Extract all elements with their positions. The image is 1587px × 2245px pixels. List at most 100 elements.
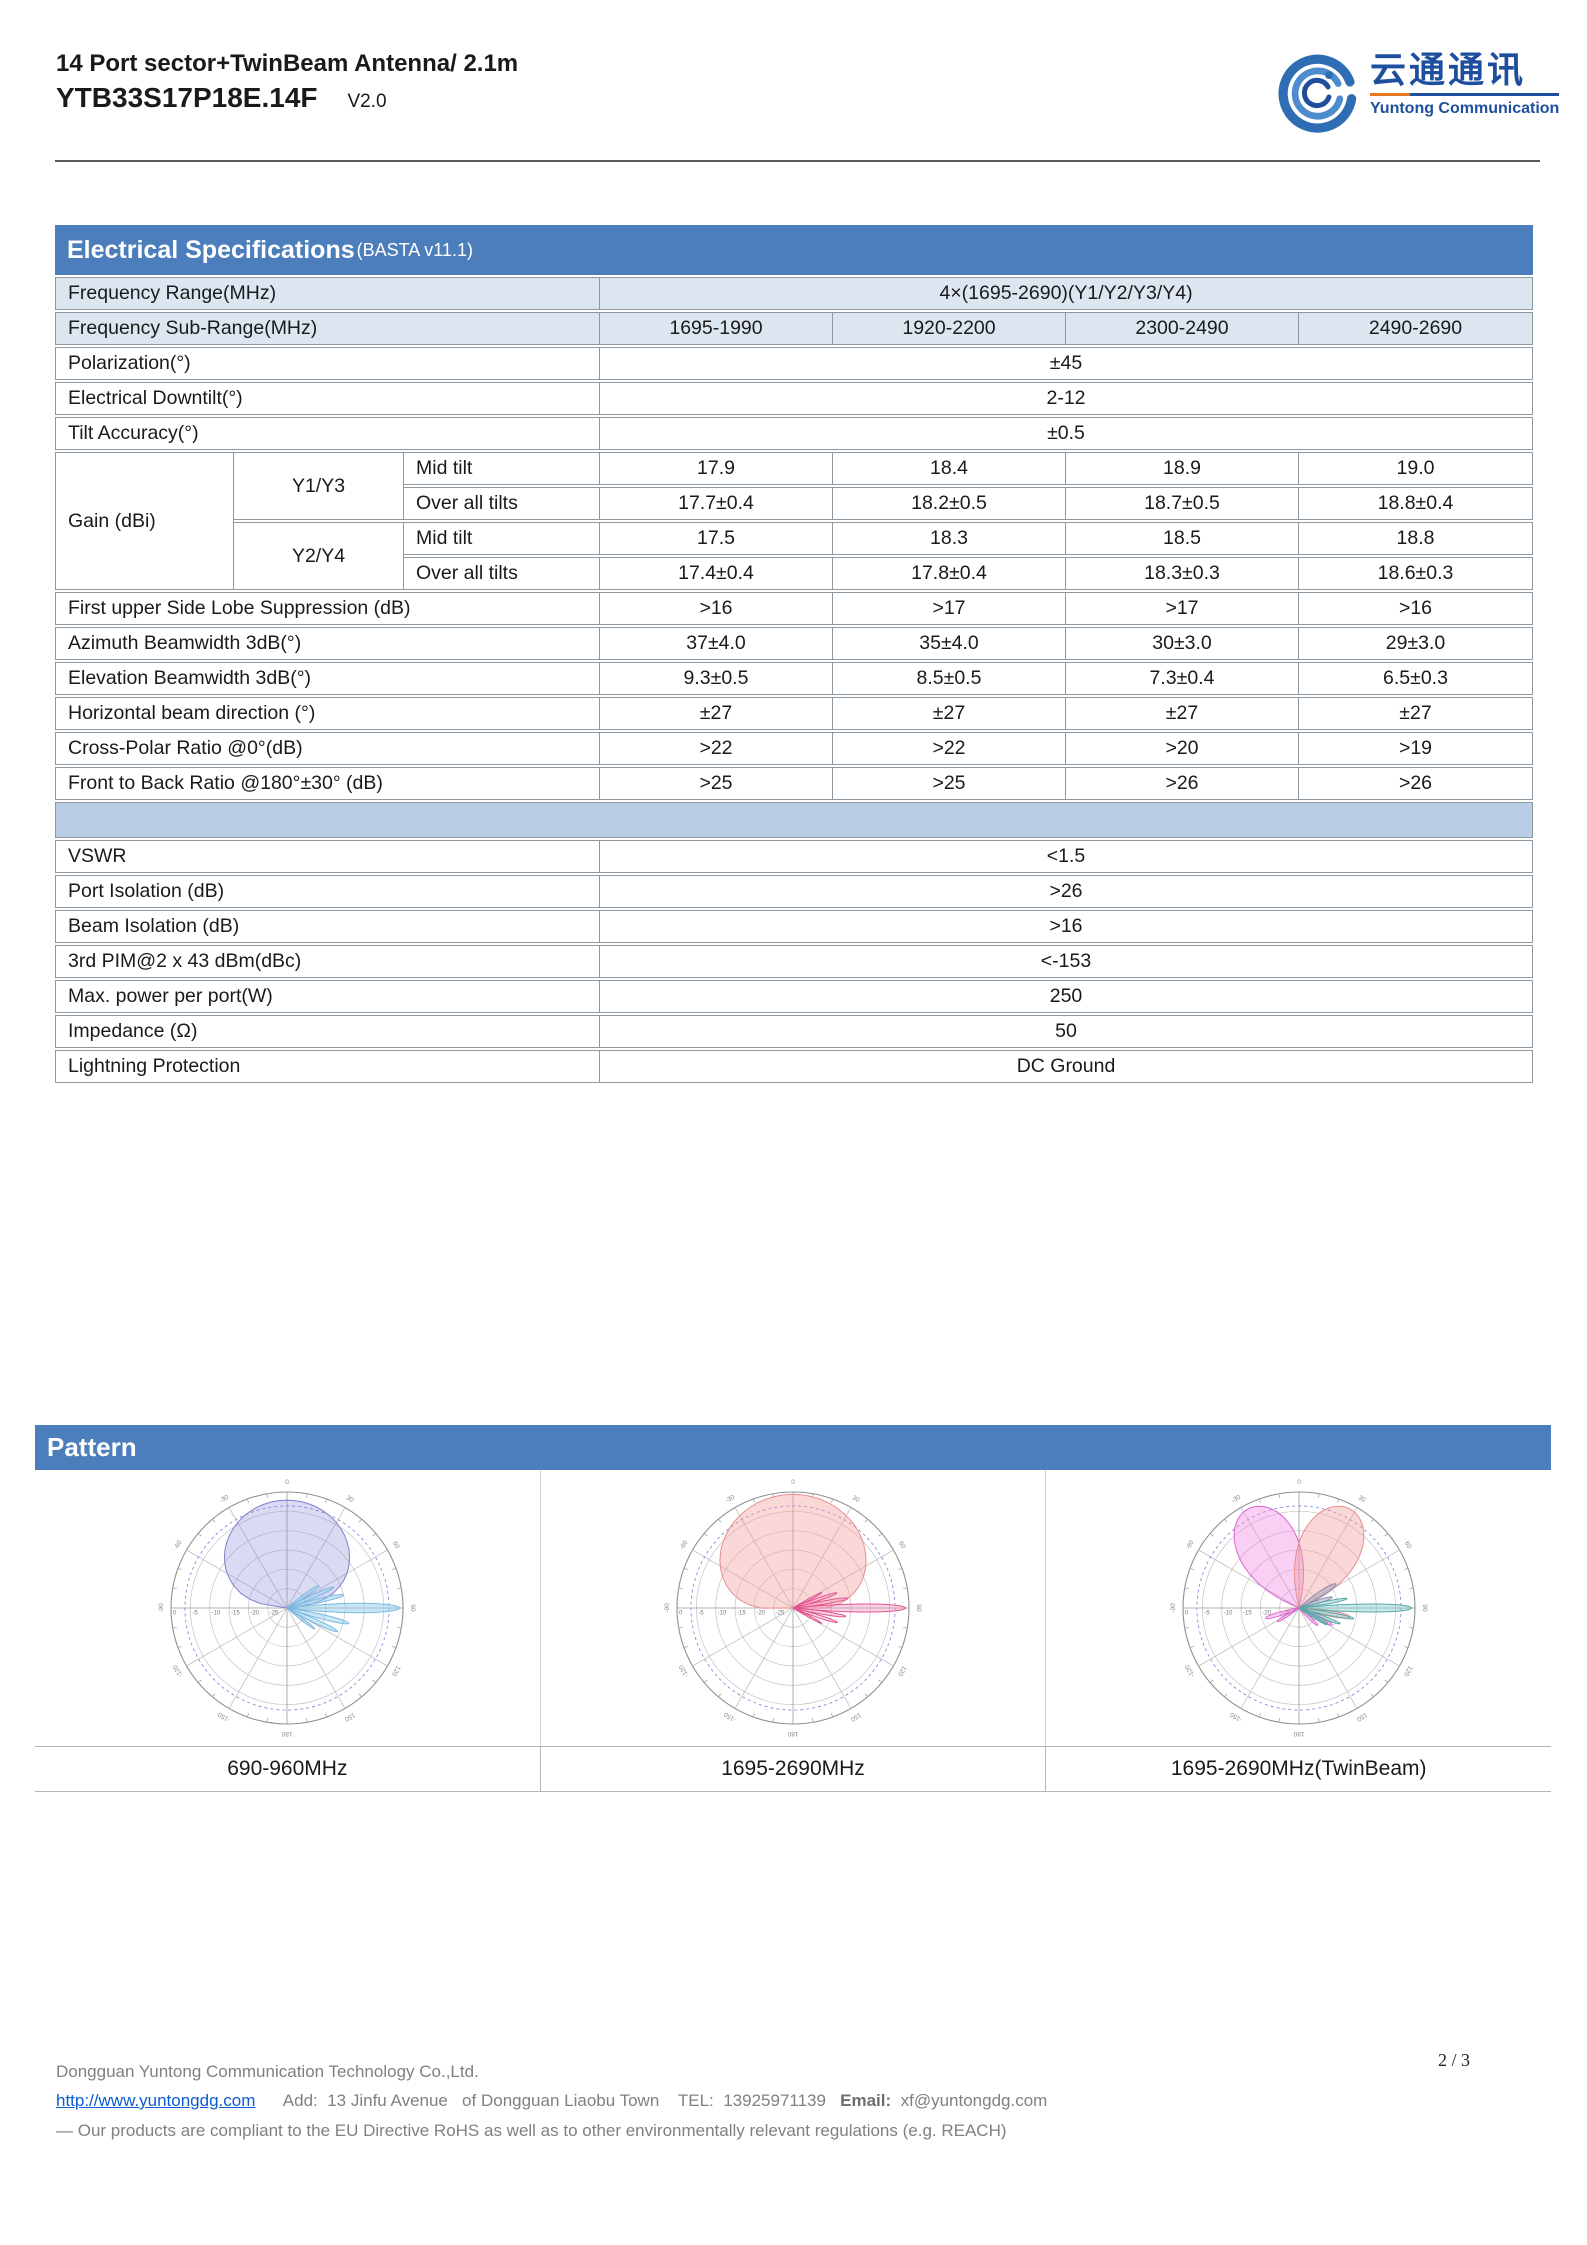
- spec-value: ±27: [1299, 697, 1533, 730]
- spec-value: 250: [600, 980, 1533, 1013]
- svg-text:0: 0: [1185, 1611, 1189, 1617]
- spec-value: >22: [600, 732, 833, 765]
- table-row: Frequency Sub-Range(MHz) 1695-1990 1920-…: [55, 312, 1533, 345]
- svg-text:0: 0: [791, 1479, 795, 1486]
- svg-text:-25: -25: [270, 1611, 279, 1617]
- svg-text:-20: -20: [251, 1611, 260, 1617]
- svg-text:-90: -90: [664, 1603, 671, 1613]
- polar-pattern-chart: 0 30 60 90 120 150 180 -150 -120 -90 -60 -30 0 -5 -10 -…: [158, 1479, 416, 1737]
- spec-value: 18.3±0.3: [1066, 557, 1299, 590]
- spec-value: 18.4: [833, 452, 1066, 485]
- company-website-link[interactable]: http://www.yuntongdg.com: [56, 2091, 256, 2110]
- spec-value: 2300-2490: [1066, 312, 1299, 345]
- footer-address-tel: Add: 13 Jinfu Avenue of Dongguan Liaobu …: [255, 2091, 841, 2110]
- table-row: Cross-Polar Ratio @0°(dB) >22 >22 >20 >1…: [55, 732, 1533, 765]
- spec-value: ±0.5: [600, 417, 1533, 450]
- spec-value: DC Ground: [600, 1050, 1533, 1083]
- azimuth-beam: [224, 1499, 351, 1609]
- spec-label: Beam Isolation (dB): [55, 910, 600, 943]
- spec-value: 18.8±0.4: [1299, 487, 1533, 520]
- plot-caption: 690-960MHz: [35, 1747, 541, 1791]
- table-row: Over all tilts 17.7±0.4 18.2±0.5 18.7±0.…: [55, 487, 1533, 520]
- table-row: Lightning Protection DC Ground: [55, 1050, 1533, 1083]
- footer-contact-line: http://www.yuntongdg.com Add: 13 Jinfu A…: [56, 2091, 1047, 2111]
- table-row: Horizontal beam direction (°) ±27 ±27 ±2…: [55, 697, 1533, 730]
- spec-value: >22: [833, 732, 1066, 765]
- spec-value: 17.4±0.4: [600, 557, 833, 590]
- spec-label: Tilt Accuracy(°): [55, 417, 600, 450]
- svg-text:-20: -20: [756, 1611, 765, 1617]
- spec-group-label: Y2/Y4: [234, 522, 404, 590]
- svg-text:-10: -10: [212, 1611, 221, 1617]
- svg-text:60: 60: [1403, 1540, 1413, 1550]
- spec-label: VSWR: [55, 840, 600, 873]
- spec-value: 1920-2200: [833, 312, 1066, 345]
- svg-text:-15: -15: [737, 1611, 746, 1617]
- polar-plot-twinbeam: 0 30 60 90 120 150 180 -150 -120 -90 -60 -30 0 -5 -10 -…: [1046, 1470, 1551, 1746]
- table-row: Frequency Range(MHz) 4×(1695-2690)(Y1/Y2…: [55, 277, 1533, 310]
- section-title: Electrical Specifications: [67, 235, 355, 264]
- polar-plot-690-960: 0 30 60 90 120 150 180 -150 -120 -90 -60 -30 0 -5 -10 -…: [35, 1470, 541, 1746]
- svg-text:-5: -5: [698, 1611, 704, 1617]
- spec-value: 35±4.0: [833, 627, 1066, 660]
- elevation-beam: [286, 1585, 401, 1633]
- spec-value: >16: [600, 910, 1533, 943]
- spec-value: 30±3.0: [1066, 627, 1299, 660]
- table-row: Electrical Downtilt(°) 2-12: [55, 382, 1533, 415]
- spec-value: 50: [600, 1015, 1533, 1048]
- svg-text:30: 30: [851, 1494, 861, 1504]
- spec-sublabel: Mid tilt: [404, 522, 600, 555]
- table-row: Over all tilts 17.4±0.4 17.8±0.4 18.3±0.…: [55, 557, 1533, 590]
- elevation-beam: [1298, 1597, 1412, 1626]
- svg-text:-25: -25: [776, 1611, 785, 1617]
- svg-text:-60: -60: [679, 1539, 690, 1551]
- spec-value: <1.5: [600, 840, 1533, 873]
- spec-value: ±27: [600, 697, 833, 730]
- svg-text:0: 0: [679, 1611, 683, 1617]
- spec-value: ±45: [600, 347, 1533, 380]
- spec-value: 18.6±0.3: [1299, 557, 1533, 590]
- plot-caption: 1695-2690MHz(TwinBeam): [1170, 1757, 1427, 1780]
- svg-text:-5: -5: [193, 1611, 199, 1617]
- svg-text:-30: -30: [219, 1494, 231, 1505]
- spec-label: Polarization(°): [55, 347, 600, 380]
- logo-english-name: Yuntong Communication: [1370, 99, 1560, 117]
- section-subtitle: (BASTA v11.1): [356, 239, 474, 260]
- svg-text:-15: -15: [1243, 1611, 1252, 1617]
- footer-compliance-note: — Our products are compliant to the EU D…: [56, 2121, 1007, 2140]
- page-number: 2 / 3: [1438, 2050, 1471, 2070]
- header-divider: [55, 160, 1540, 162]
- polar-plot-1695-2690: 0 30 60 90 120 150 180 -150 -120 -90 -60 -30 0 -5 -10 -…: [541, 1470, 1047, 1746]
- svg-text:120: 120: [390, 1664, 402, 1677]
- pattern-plots-row: 0 30 60 90 120 150 180 -150 -120 -90 -60 -30 0 -5 -10-…: [35, 1470, 1551, 1747]
- spec-label: Front to Back Ratio @180°±30° (dB): [55, 767, 600, 800]
- svg-text:90: 90: [409, 1604, 416, 1612]
- spec-sublabel: Over all tilts: [404, 557, 600, 590]
- svg-text:180: 180: [1293, 1730, 1304, 1737]
- spec-value: 7.3±0.4: [1066, 662, 1299, 695]
- spec-value: >25: [833, 767, 1066, 800]
- company-logo: 云通通讯 Yuntong Communication: [1276, 50, 1560, 134]
- spec-label: Frequency Range(MHz): [55, 277, 600, 310]
- spec-value: >26: [1299, 767, 1533, 800]
- spec-value: 6.5±0.3: [1299, 662, 1533, 695]
- pattern-captions-row: 690-960MHz 1695-2690MHz 1695-2690MHz(Twi…: [35, 1747, 1551, 1792]
- svg-text:90: 90: [1421, 1604, 1428, 1612]
- spec-value: >16: [600, 592, 833, 625]
- version-label: V2.0: [347, 91, 387, 112]
- spec-label: First upper Side Lobe Suppression (dB): [55, 592, 600, 625]
- spec-value: 18.8: [1299, 522, 1533, 555]
- spec-value: 2490-2690: [1299, 312, 1533, 345]
- spec-group-label: Y1/Y3: [234, 452, 404, 520]
- spec-value: 18.3: [833, 522, 1066, 555]
- svg-text:-20: -20: [1262, 1611, 1271, 1617]
- spec-label: Port Isolation (dB): [55, 875, 600, 908]
- spec-label: Frequency Sub-Range(MHz): [55, 312, 600, 345]
- pattern-section: Pattern 0 30 60 90 120 150 180 -150 -120 -90 -60 -3…: [35, 1425, 1551, 1792]
- spec-value: 29±3.0: [1299, 627, 1533, 660]
- svg-text:120: 120: [896, 1664, 908, 1677]
- spec-value: 37±4.0: [600, 627, 833, 660]
- table-row: Y2/Y4 Mid tilt 17.5 18.3 18.5 18.8: [55, 522, 1533, 590]
- table-row: Beam Isolation (dB) >16: [55, 910, 1533, 943]
- table-row: Gain (dBi) Y1/Y3 Mid tilt 17.9 18.4 18.9…: [55, 452, 1533, 590]
